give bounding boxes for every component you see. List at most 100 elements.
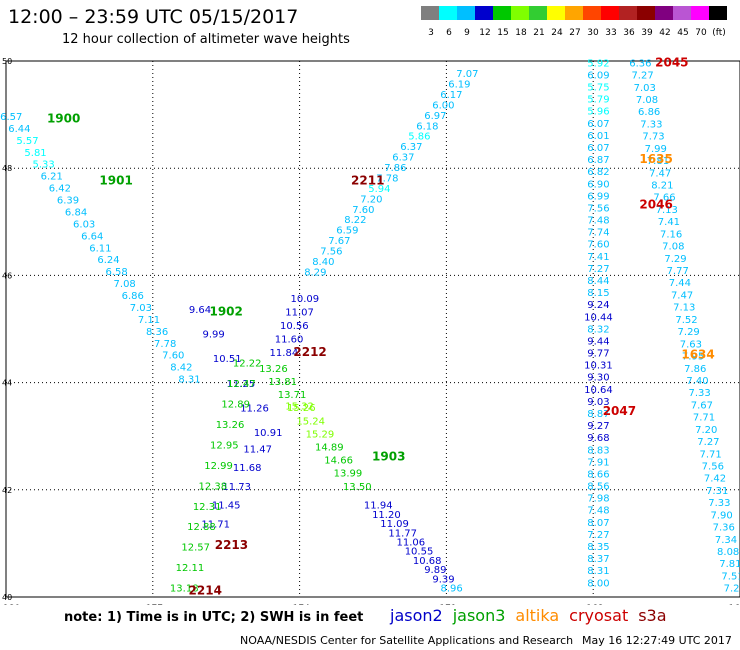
swh-value: 8.83 — [587, 445, 609, 456]
swh-value: 13.50 — [343, 482, 372, 493]
swh-value: 6.36 — [629, 58, 651, 69]
colorbar-swatch — [619, 6, 637, 20]
swh-value: 12.89 — [221, 399, 250, 410]
swh-value: 7.08 — [662, 242, 684, 253]
swh-value: 7.27 — [587, 530, 609, 541]
colorbar-label: 18 — [515, 28, 527, 38]
colorbar-label: 3 — [428, 28, 434, 38]
swh-value: 9.27 — [587, 421, 609, 432]
swh-value: 11.68 — [233, 463, 262, 474]
swh-value: 7.27 — [631, 71, 653, 82]
swh-value: 7.36 — [713, 523, 735, 534]
plot-frame — [5, 60, 740, 598]
colorbar-label: 42 — [659, 28, 670, 38]
colorbar-swatch — [457, 6, 475, 20]
swh-value: 7.08 — [114, 279, 136, 290]
swh-value: 11.07 — [285, 308, 314, 319]
colorbar-swatch — [475, 6, 493, 20]
swh-value: 11.77 — [388, 528, 417, 539]
swh-value: 8.42 — [170, 363, 192, 374]
swh-value: 7.52 — [675, 315, 697, 326]
colorbar-swatch — [637, 6, 655, 20]
swh-value: 11.60 — [275, 334, 304, 345]
x-tick-label: -174 — [289, 604, 310, 605]
swh-value: 6.37 — [400, 142, 422, 153]
swh-value: 6.07 — [587, 119, 609, 130]
swh-value: 9.03 — [587, 397, 609, 408]
swh-value: 6.97 — [424, 111, 446, 122]
swh-value: 9.64 — [189, 305, 211, 316]
x-tick-label: -16 — [725, 604, 740, 605]
swh-value: 13.26 — [259, 364, 288, 375]
colorbar-label: 36 — [623, 28, 635, 38]
swh-value: 12.38 — [199, 481, 228, 492]
pass-time-label: 1901 — [99, 173, 132, 187]
data-labels: 6.576.445.575.815.336.216.426.396.846.03… — [0, 55, 740, 597]
colorbar-swatch — [547, 6, 565, 20]
swh-value: 12.22 — [233, 359, 262, 370]
swh-value: 5.33 — [33, 160, 55, 171]
pass-time-label: 2045 — [655, 55, 688, 69]
colorbar-swatch — [673, 6, 691, 20]
legend: jason2 jason3 altika cryosat s3a — [390, 606, 677, 625]
y-tick-label: 48 — [2, 164, 12, 173]
swh-value: 9.68 — [587, 433, 609, 444]
swh-value: 11.26 — [240, 404, 269, 415]
swh-value: 6.57 — [0, 112, 22, 123]
colorbar-label: 24 — [551, 28, 563, 38]
colorbar-label: 27 — [569, 28, 580, 38]
swh-value: 10.64 — [584, 385, 613, 396]
swh-value: 7.77 — [667, 266, 689, 277]
swh-value: 5.92 — [587, 58, 609, 69]
swh-value: 7.56 — [320, 247, 342, 258]
legend-jason2: jason2 — [390, 606, 443, 625]
swh-value: 7.47 — [671, 290, 693, 301]
y-tick-label: 46 — [2, 271, 12, 280]
swh-value: 6.19 — [448, 80, 470, 91]
swh-value: 9.24 — [587, 300, 609, 311]
swh-value: 6.90 — [587, 179, 609, 190]
swh-value: 11.20 — [372, 510, 401, 521]
swh-value: 7.48 — [587, 506, 609, 517]
swh-value: 8.08 — [717, 547, 739, 558]
swh-value: 8.35 — [587, 542, 609, 553]
swh-value: 6.58 — [105, 267, 127, 278]
swh-value: 7.81 — [647, 156, 669, 167]
pass-time-label: 1902 — [209, 305, 242, 319]
x-tick-label: -177 — [143, 604, 163, 605]
swh-value: 12.31 — [193, 502, 222, 513]
swh-value: 6.24 — [97, 255, 119, 266]
colorbar-swatch — [583, 6, 601, 20]
colorbar-label: 30 — [587, 28, 599, 38]
swh-value: 7.95 — [682, 352, 704, 363]
swh-value: 9.30 — [587, 373, 609, 384]
swh-value: 7.91 — [587, 457, 609, 468]
swh-value: 7.27 — [697, 437, 719, 448]
swh-value: 13.18 — [170, 584, 199, 595]
swh-value: 12.95 — [210, 440, 239, 451]
swh-value: 6.11 — [89, 243, 111, 254]
swh-value: 7.78 — [376, 173, 398, 184]
swh-value: 8.15 — [587, 288, 609, 299]
swh-value: 6.99 — [587, 191, 609, 202]
swh-value: 10.91 — [254, 428, 283, 439]
swh-value: 6.44 — [8, 124, 30, 135]
swh-value: 10.51 — [213, 354, 242, 365]
swh-value: 7.08 — [636, 95, 658, 106]
colorbar-label: (ft) — [712, 28, 726, 38]
swh-value: 9.89 — [424, 565, 446, 576]
pass-time-label: 1900 — [47, 112, 80, 126]
swh-value: 7.66 — [653, 193, 675, 204]
swh-value: 7.16 — [660, 229, 682, 240]
pass-time-label: 2214 — [189, 583, 222, 597]
swh-value: 7.99 — [645, 144, 667, 155]
swh-value: 6.42 — [49, 184, 71, 195]
swh-value: 7.56 — [587, 203, 609, 214]
altimeter-plot: -180 -177 -174 -171 -168 -16 40 42 44 46 48 50 6.57… — [0, 55, 740, 605]
pass-time-label: 1634 — [681, 347, 714, 361]
colorbar-swatch — [529, 6, 547, 20]
swh-value: 15.29 — [306, 429, 335, 440]
swh-value: 7.13 — [673, 303, 695, 314]
swh-value: 5.94 — [368, 184, 390, 195]
swh-value: 7.67 — [691, 400, 713, 411]
